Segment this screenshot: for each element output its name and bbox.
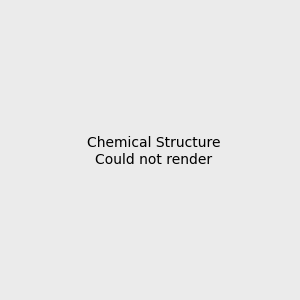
Text: Chemical Structure
Could not render: Chemical Structure Could not render [87, 136, 220, 166]
